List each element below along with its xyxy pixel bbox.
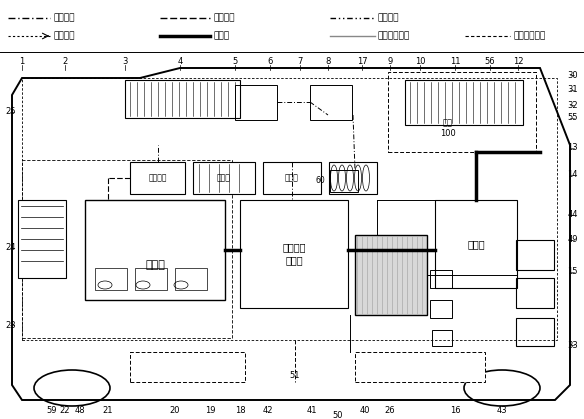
Text: 逆变器: 逆变器 <box>285 173 299 183</box>
Text: 7: 7 <box>297 57 303 67</box>
Bar <box>95 268 127 290</box>
Text: 14: 14 <box>568 171 578 179</box>
Text: 冷却氢气管线: 冷却氢气管线 <box>378 31 410 41</box>
Text: 电力总线: 电力总线 <box>148 173 167 183</box>
Bar <box>22 78 557 340</box>
Bar <box>135 268 167 290</box>
Bar <box>435 200 517 288</box>
Bar <box>430 270 452 288</box>
Text: 10: 10 <box>415 57 425 67</box>
Bar <box>329 162 377 194</box>
Text: 1: 1 <box>19 57 25 67</box>
Text: 30: 30 <box>568 70 578 80</box>
Text: 9: 9 <box>387 57 392 67</box>
Text: 尾气管线: 尾气管线 <box>378 13 399 23</box>
Text: 3: 3 <box>122 57 128 67</box>
Text: 发动机: 发动机 <box>145 260 165 270</box>
Text: 混合动力
变速器: 混合动力 变速器 <box>282 243 306 266</box>
Text: 8: 8 <box>325 57 331 67</box>
Bar <box>516 318 554 346</box>
Text: 43: 43 <box>496 406 507 414</box>
Bar <box>516 240 554 270</box>
Text: 19: 19 <box>205 406 215 414</box>
Text: 传动轴: 传动轴 <box>213 31 229 41</box>
Text: 60: 60 <box>315 176 325 186</box>
Bar <box>310 85 352 120</box>
Bar <box>193 162 255 194</box>
Text: 17: 17 <box>357 57 367 67</box>
Bar <box>125 80 240 118</box>
Text: 11: 11 <box>450 57 460 67</box>
Bar <box>18 200 66 278</box>
Bar <box>355 352 485 382</box>
Bar <box>130 352 245 382</box>
Text: 驱动桥: 驱动桥 <box>467 239 485 249</box>
Text: 燃料氢气管线: 燃料氢气管线 <box>513 31 545 41</box>
Text: 23: 23 <box>5 321 16 329</box>
Text: 电力线路: 电力线路 <box>213 13 235 23</box>
Text: 16: 16 <box>450 406 460 414</box>
Text: 18: 18 <box>235 406 245 414</box>
Text: 56: 56 <box>485 57 495 67</box>
Text: 22: 22 <box>60 406 70 414</box>
Text: 13: 13 <box>568 143 578 153</box>
Text: 31: 31 <box>568 85 578 95</box>
Text: 21: 21 <box>103 406 113 414</box>
Bar <box>130 162 185 194</box>
Text: 59: 59 <box>47 406 57 414</box>
Text: 26: 26 <box>385 406 395 414</box>
Text: 控制线路: 控制线路 <box>53 13 75 23</box>
Text: 4: 4 <box>178 57 183 67</box>
Text: 42: 42 <box>263 406 273 414</box>
Bar <box>430 300 452 318</box>
Text: 2: 2 <box>62 57 68 67</box>
Text: 49: 49 <box>568 235 578 245</box>
Text: 20: 20 <box>170 406 180 414</box>
Text: 55: 55 <box>568 114 578 122</box>
Bar <box>388 72 536 152</box>
Text: 51: 51 <box>290 370 300 380</box>
Text: 41: 41 <box>307 406 317 414</box>
Text: 24: 24 <box>5 243 16 253</box>
Text: 通信线路: 通信线路 <box>53 31 75 41</box>
Text: 蓄电池: 蓄电池 <box>217 173 231 183</box>
Text: 6: 6 <box>267 57 273 67</box>
Text: 48: 48 <box>75 406 85 414</box>
Text: 5: 5 <box>232 57 238 67</box>
Bar <box>175 268 207 290</box>
Text: 12: 12 <box>513 57 523 67</box>
Bar <box>240 200 348 308</box>
Bar <box>432 330 452 346</box>
Text: 25: 25 <box>5 108 16 116</box>
Bar <box>85 200 225 300</box>
Text: 40: 40 <box>360 406 370 414</box>
Text: 32: 32 <box>568 101 578 109</box>
Bar <box>330 170 358 192</box>
Bar <box>263 162 321 194</box>
Bar <box>405 80 523 125</box>
Text: 15: 15 <box>568 267 578 277</box>
Text: 50: 50 <box>333 411 343 419</box>
Text: 车辆
100: 车辆 100 <box>440 118 456 138</box>
Text: 44: 44 <box>568 210 578 220</box>
Bar <box>235 85 277 120</box>
Text: 33: 33 <box>567 341 578 349</box>
Bar <box>355 235 427 315</box>
Bar <box>22 160 232 338</box>
Bar <box>516 278 554 308</box>
